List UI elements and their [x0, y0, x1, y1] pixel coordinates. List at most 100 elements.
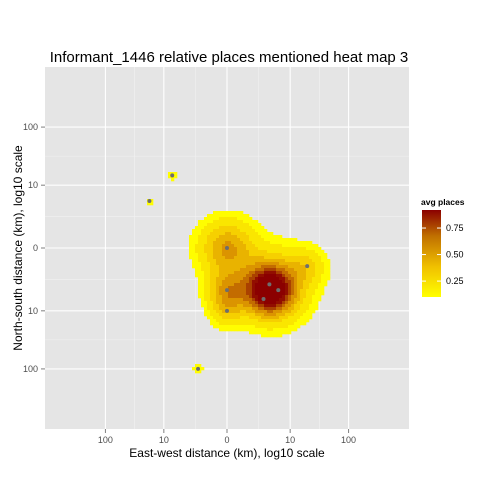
density-cell — [288, 310, 292, 314]
density-cell — [231, 244, 235, 248]
density-cell — [300, 310, 304, 314]
density-cell — [147, 202, 151, 206]
density-cell — [237, 220, 241, 224]
density-cell — [273, 319, 277, 323]
density-cell — [207, 217, 211, 221]
density-cell — [279, 250, 283, 254]
density-cell — [204, 247, 208, 251]
density-cell — [222, 247, 226, 251]
density-cell — [273, 262, 277, 266]
density-cell — [213, 232, 217, 236]
density-cell — [312, 292, 316, 296]
density-cell — [201, 226, 205, 230]
density-cell — [303, 244, 307, 248]
density-cell — [204, 229, 208, 233]
density-cell — [294, 259, 298, 263]
density-cell — [231, 277, 235, 281]
density-cell — [216, 229, 220, 233]
density-cell — [300, 259, 304, 263]
density-cell — [324, 256, 328, 260]
density-cell — [228, 310, 232, 314]
density-cell — [309, 280, 313, 284]
density-cell — [207, 250, 211, 254]
density-cell — [258, 265, 262, 269]
density-cell — [216, 217, 220, 221]
density-cell — [297, 271, 301, 275]
density-cell — [267, 277, 271, 281]
density-cell — [264, 244, 268, 248]
density-cell — [213, 247, 217, 251]
density-cell — [198, 283, 202, 287]
density-cell — [204, 274, 208, 278]
density-cell — [252, 310, 256, 314]
density-cell — [273, 322, 277, 326]
density-cell — [234, 304, 238, 308]
density-cell — [252, 286, 256, 290]
density-cell — [288, 301, 292, 305]
density-cell — [291, 274, 295, 278]
density-cell — [243, 262, 247, 266]
density-cell — [195, 262, 199, 266]
density-cell — [255, 307, 259, 311]
density-cell — [204, 265, 208, 269]
density-cell — [276, 334, 280, 338]
density-cell — [291, 319, 295, 323]
density-cell — [276, 265, 280, 269]
density-cell — [219, 229, 223, 233]
legend-tick-label: 0.25 — [446, 276, 464, 286]
density-cell — [300, 298, 304, 302]
density-cell — [288, 325, 292, 329]
density-cell — [219, 265, 223, 269]
density-cell — [255, 238, 259, 242]
density-cell — [237, 265, 241, 269]
density-cell — [246, 226, 250, 230]
density-cell — [204, 223, 208, 227]
density-cell — [219, 304, 223, 308]
density-cell — [288, 289, 292, 293]
density-cell — [294, 256, 298, 260]
density-cell — [198, 280, 202, 284]
data-point — [225, 246, 229, 250]
density-cell — [249, 271, 253, 275]
density-cell — [249, 244, 253, 248]
density-cell — [318, 292, 322, 296]
density-cell — [207, 262, 211, 266]
density-cell — [234, 295, 238, 299]
density-cell — [192, 253, 196, 257]
density-cell — [246, 298, 250, 302]
density-cell — [225, 220, 229, 224]
density-cell — [252, 295, 256, 299]
density-cell — [255, 223, 259, 227]
density-cell — [192, 367, 196, 371]
density-cell — [243, 247, 247, 251]
density-cell — [204, 271, 208, 275]
density-cell — [210, 232, 214, 236]
density-cell — [267, 316, 271, 320]
density-cell — [222, 295, 226, 299]
density-cell — [237, 280, 241, 284]
density-cell — [240, 262, 244, 266]
density-cell — [291, 247, 295, 251]
density-cell — [249, 256, 253, 260]
density-cell — [207, 271, 211, 275]
density-cell — [306, 244, 310, 248]
density-cell — [291, 304, 295, 308]
density-cell — [255, 244, 259, 248]
density-cell — [270, 253, 274, 257]
density-cell — [318, 268, 322, 272]
density-cell — [222, 304, 226, 308]
density-cell — [249, 301, 253, 305]
density-cell — [246, 304, 250, 308]
density-cell — [264, 229, 268, 233]
density-cell — [270, 271, 274, 275]
density-cell — [216, 253, 220, 257]
density-cell — [276, 292, 280, 296]
density-cell — [285, 325, 289, 329]
density-cell — [312, 286, 316, 290]
density-cell — [201, 367, 205, 371]
density-cell — [315, 304, 319, 308]
density-cell — [270, 238, 274, 242]
density-cell — [252, 304, 256, 308]
density-cell — [237, 238, 241, 242]
density-cell — [201, 274, 205, 278]
